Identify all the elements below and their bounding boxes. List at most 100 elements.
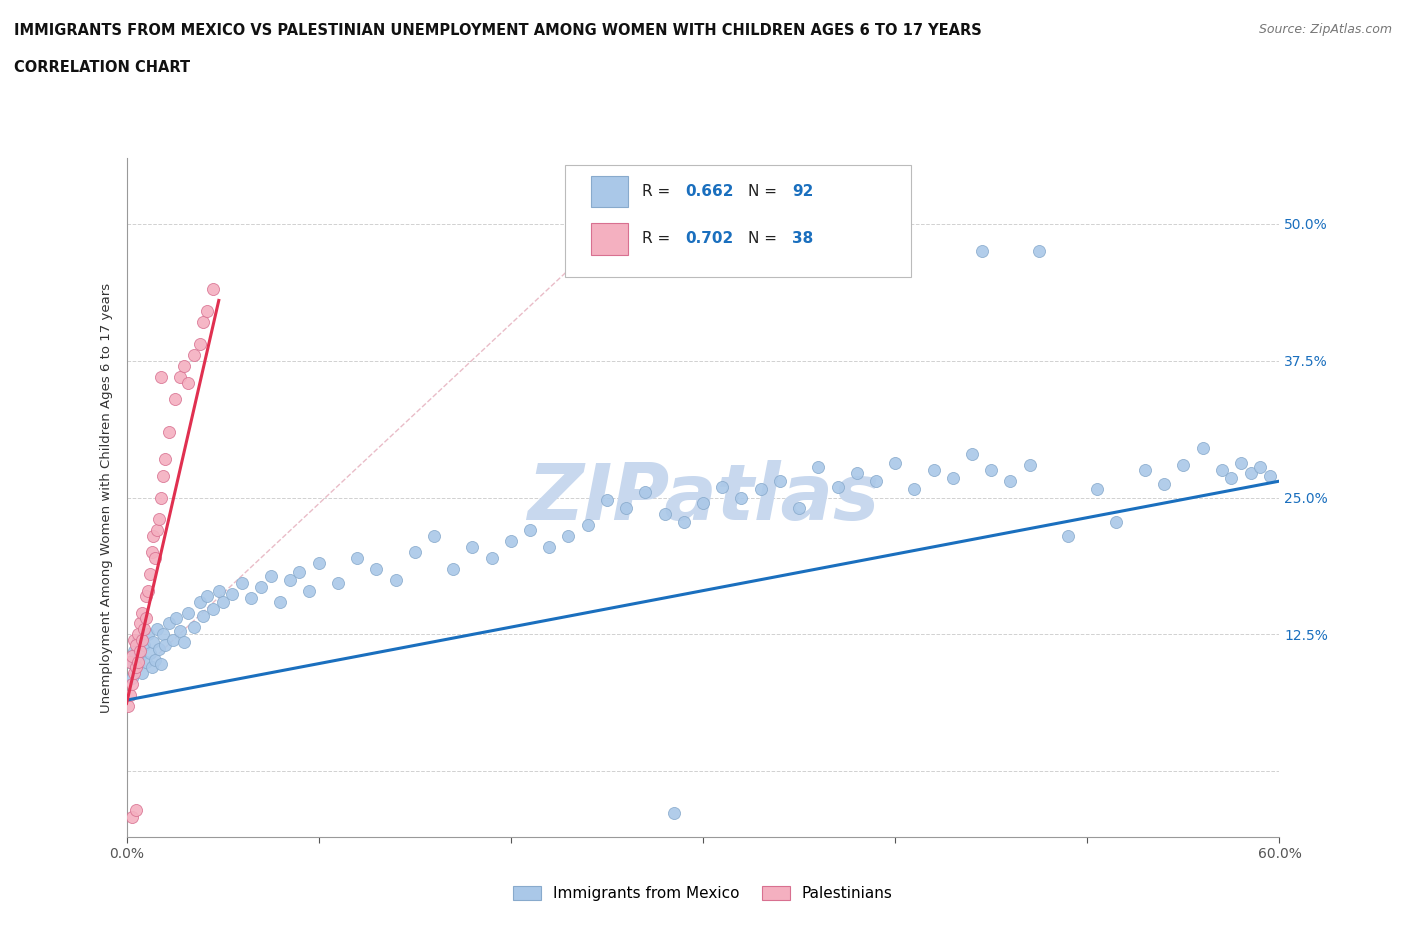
- Point: [127, 627, 149, 642]
- Point: [188, 337, 211, 352]
- Point: [122, 632, 145, 647]
- Point: [481, 551, 503, 565]
- Point: [183, 348, 205, 363]
- Point: [980, 463, 1002, 478]
- Point: [461, 539, 484, 554]
- Text: 0.662: 0.662: [686, 184, 734, 199]
- Point: [142, 528, 165, 543]
- Point: [162, 632, 184, 647]
- Text: R =: R =: [643, 232, 675, 246]
- Point: [195, 304, 218, 319]
- Point: [152, 468, 174, 483]
- Point: [142, 634, 165, 649]
- Text: 92: 92: [792, 184, 813, 199]
- Point: [1085, 482, 1108, 497]
- Point: [326, 576, 349, 591]
- Point: [132, 638, 155, 653]
- Point: [163, 392, 186, 406]
- Text: 38: 38: [792, 232, 813, 246]
- Point: [259, 569, 281, 584]
- Point: [157, 424, 180, 439]
- Text: CORRELATION CHART: CORRELATION CHART: [14, 60, 190, 75]
- Point: [188, 594, 211, 609]
- Point: [250, 580, 273, 595]
- Point: [672, 514, 695, 529]
- Point: [183, 619, 205, 634]
- Point: [135, 589, 157, 604]
- Point: [1230, 455, 1253, 470]
- Point: [193, 608, 215, 623]
- Point: [769, 473, 792, 488]
- Point: [201, 602, 224, 617]
- Point: [125, 660, 148, 675]
- Point: [153, 452, 176, 467]
- Point: [146, 621, 169, 636]
- Point: [288, 565, 311, 579]
- Point: [278, 572, 301, 587]
- Point: [903, 482, 925, 497]
- FancyBboxPatch shape: [591, 176, 628, 207]
- Point: [120, 655, 142, 670]
- FancyBboxPatch shape: [565, 165, 911, 277]
- Point: [138, 566, 160, 581]
- Point: [221, 587, 243, 602]
- Point: [1173, 458, 1195, 472]
- Point: [145, 551, 166, 565]
- Point: [922, 463, 945, 478]
- Point: [152, 627, 174, 642]
- Point: [138, 645, 160, 660]
- Point: [1057, 528, 1080, 543]
- Point: [231, 576, 253, 591]
- Point: [298, 583, 321, 598]
- Point: [384, 572, 406, 587]
- Point: [120, 655, 142, 670]
- Point: [169, 624, 191, 639]
- Point: [960, 446, 983, 461]
- Point: [787, 501, 810, 516]
- Point: [499, 534, 522, 549]
- Point: [441, 562, 464, 577]
- Point: [127, 655, 149, 670]
- Point: [153, 638, 176, 653]
- Point: [730, 490, 752, 505]
- Point: [692, 496, 714, 511]
- Point: [211, 594, 233, 609]
- Point: [749, 482, 772, 497]
- Point: [845, 466, 868, 481]
- Point: [120, 687, 142, 702]
- Point: [117, 698, 139, 713]
- Point: [634, 485, 657, 499]
- Point: [711, 479, 734, 494]
- Text: N =: N =: [748, 232, 782, 246]
- Point: [1105, 514, 1128, 529]
- Point: [146, 523, 169, 538]
- Point: [121, 649, 143, 664]
- Point: [131, 665, 153, 680]
- Text: IMMIGRANTS FROM MEXICO VS PALESTINIAN UNEMPLOYMENT AMONG WOMEN WITH CHILDREN AGE: IMMIGRANTS FROM MEXICO VS PALESTINIAN UN…: [14, 23, 981, 38]
- Text: ZIPatlas: ZIPatlas: [527, 459, 879, 536]
- Point: [1000, 473, 1022, 488]
- Point: [129, 616, 152, 631]
- Point: [127, 632, 149, 647]
- Point: [173, 634, 195, 649]
- Point: [193, 315, 215, 330]
- Point: [557, 528, 579, 543]
- Point: [121, 676, 143, 691]
- Point: [807, 459, 830, 474]
- Point: [308, 556, 330, 571]
- Point: [125, 803, 148, 817]
- Point: [148, 512, 170, 527]
- Point: [166, 611, 188, 626]
- Point: [208, 583, 231, 598]
- Point: [173, 359, 195, 374]
- Point: [404, 545, 426, 560]
- Point: [240, 591, 263, 605]
- Point: [141, 545, 163, 560]
- Point: [827, 479, 849, 494]
- Point: [132, 621, 155, 636]
- Point: [1220, 471, 1243, 485]
- Point: [177, 605, 200, 620]
- Point: [614, 501, 637, 516]
- Point: [1191, 441, 1213, 456]
- Point: [1028, 244, 1050, 259]
